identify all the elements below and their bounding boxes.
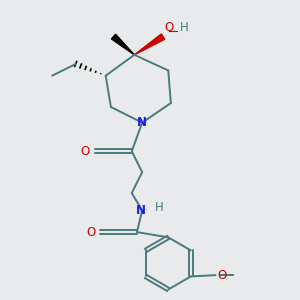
Text: H: H [180,21,189,34]
Polygon shape [111,34,134,55]
Text: O: O [164,21,174,34]
Text: O: O [86,226,96,238]
Text: N: N [137,116,147,129]
Polygon shape [134,34,165,55]
Text: H: H [155,201,164,214]
Text: O: O [217,268,226,282]
Text: O: O [81,145,90,158]
Text: N: N [136,204,146,217]
